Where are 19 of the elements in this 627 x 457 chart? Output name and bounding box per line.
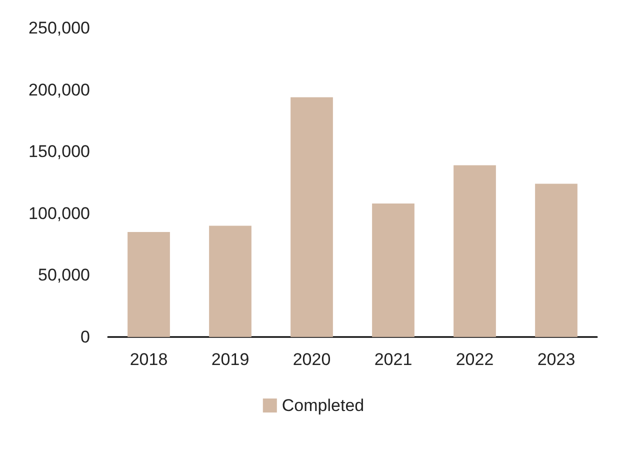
bar: [535, 184, 578, 337]
bar: [128, 232, 170, 337]
x-tick-label: 2023: [537, 350, 576, 369]
bar: [209, 226, 252, 337]
bar: [290, 97, 333, 337]
bar: [372, 204, 414, 337]
y-tick-label: 0: [80, 328, 90, 346]
x-tick-label: 2018: [130, 350, 168, 369]
x-tick-label: 2020: [292, 350, 331, 369]
y-tick-label: 50,000: [38, 266, 90, 285]
legend-label: Completed: [282, 396, 364, 415]
x-tick-label: 2021: [374, 350, 412, 369]
x-tick-label: 2022: [456, 350, 494, 369]
x-tick-label: 2019: [211, 350, 250, 369]
y-tick-label: 250,000: [28, 18, 90, 38]
y-tick-label: 200,000: [28, 80, 90, 100]
bar: [454, 165, 496, 337]
y-tick-label: 100,000: [28, 204, 90, 223]
y-tick-label: 150,000: [28, 142, 90, 162]
